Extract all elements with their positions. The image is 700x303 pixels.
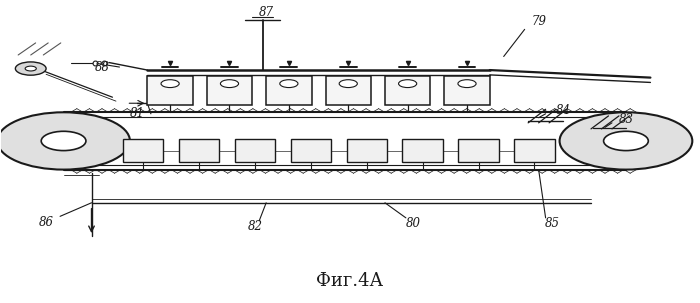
Circle shape bbox=[25, 66, 36, 71]
Circle shape bbox=[603, 131, 648, 151]
Circle shape bbox=[398, 80, 416, 88]
Text: 85: 85 bbox=[545, 217, 560, 230]
Bar bbox=[326, 76, 371, 105]
Text: Фиг.4А: Фиг.4А bbox=[316, 272, 384, 290]
Circle shape bbox=[280, 80, 298, 88]
Bar bbox=[402, 139, 443, 162]
Circle shape bbox=[161, 80, 179, 88]
Bar bbox=[385, 76, 430, 105]
Circle shape bbox=[559, 112, 692, 170]
Bar bbox=[234, 139, 275, 162]
Text: 86: 86 bbox=[38, 216, 54, 229]
Text: 82: 82 bbox=[248, 220, 263, 233]
Text: 80: 80 bbox=[405, 217, 421, 230]
Circle shape bbox=[0, 112, 130, 170]
Circle shape bbox=[340, 80, 357, 88]
Text: 88: 88 bbox=[94, 61, 109, 74]
Text: 79: 79 bbox=[531, 15, 546, 28]
Circle shape bbox=[15, 62, 46, 75]
Bar bbox=[458, 139, 499, 162]
Bar bbox=[148, 76, 192, 105]
Bar bbox=[206, 76, 252, 105]
Bar bbox=[514, 139, 554, 162]
Bar bbox=[346, 139, 387, 162]
Text: 87: 87 bbox=[259, 6, 274, 19]
Bar bbox=[266, 76, 312, 105]
Bar bbox=[178, 139, 219, 162]
Text: 83: 83 bbox=[619, 113, 634, 126]
Circle shape bbox=[41, 131, 86, 151]
Circle shape bbox=[458, 80, 476, 88]
Circle shape bbox=[220, 80, 239, 88]
Bar bbox=[444, 76, 490, 105]
Text: 81: 81 bbox=[130, 107, 144, 120]
Text: 84: 84 bbox=[556, 104, 570, 117]
Bar bbox=[290, 139, 331, 162]
Bar bbox=[123, 139, 164, 162]
